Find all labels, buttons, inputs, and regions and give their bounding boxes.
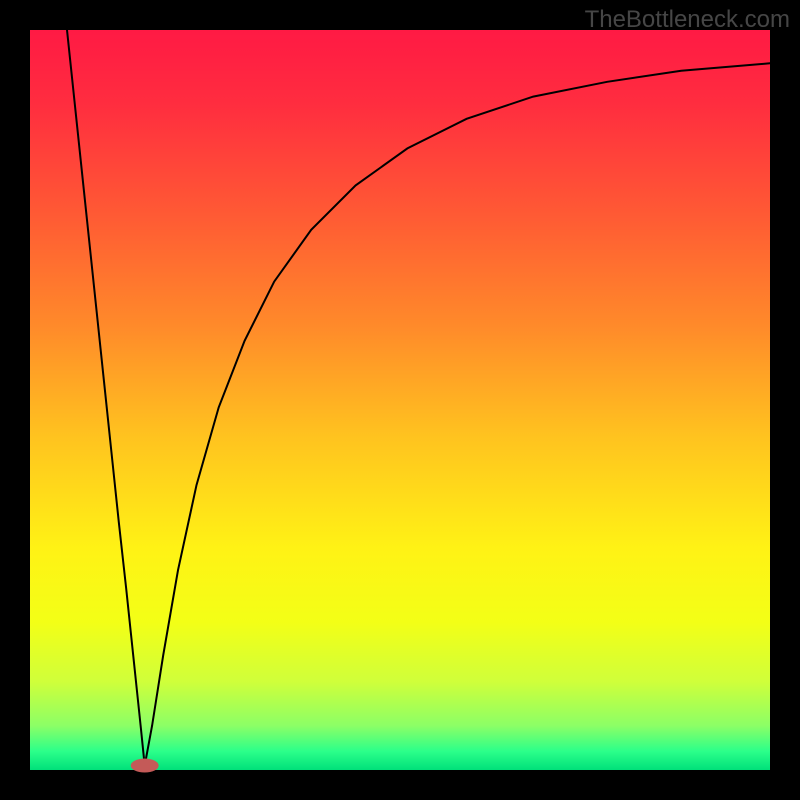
bottleneck-chart-svg <box>0 0 800 800</box>
watermark-text: TheBottleneck.com <box>585 6 790 34</box>
sweet-spot-marker <box>131 759 159 773</box>
chart-container: { "watermark": { "text": "TheBottleneck.… <box>0 0 800 800</box>
